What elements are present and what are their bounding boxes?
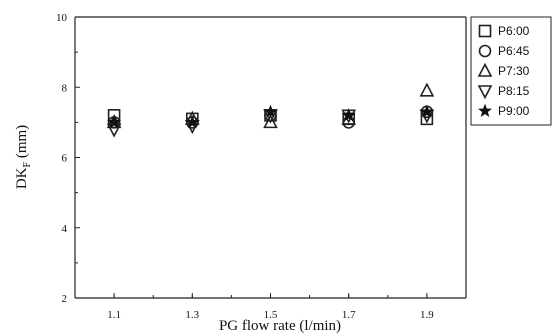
legend-label: P6:00 [498, 24, 530, 38]
data-point [263, 104, 278, 118]
y-tick-label: 8 [62, 82, 68, 94]
x-tick-label: 1.1 [107, 309, 121, 321]
data-point [107, 115, 122, 129]
data-point [419, 82, 435, 97]
legend-item: P6:00 [478, 24, 530, 38]
legend-marker [478, 24, 492, 38]
y-tick-label: 10 [56, 12, 68, 24]
plot-axes [74, 16, 467, 299]
y-axis-label-subscript: F [22, 161, 33, 167]
legend-item: P6:45 [478, 44, 530, 58]
x-axis-label: PG flow rate (l/min) [219, 318, 341, 334]
legend: P6:00 P6:45 P7:30 P8:15 P9:00 [470, 16, 552, 126]
legend-marker [477, 62, 493, 77]
data-points [106, 82, 435, 138]
x-tick-label: 1.7 [342, 309, 356, 321]
data-point [341, 108, 356, 122]
axis-ticks: 2 4 6 8 10 1.1 1.3 1.5 1.7 1.9 [56, 12, 467, 321]
legend-marker [477, 85, 493, 100]
y-axis-label: DKF (mm) [14, 125, 33, 189]
legend-item: P8:15 [477, 84, 530, 100]
legend-marker [478, 44, 492, 58]
y-tick-label: 4 [62, 223, 68, 235]
data-point [185, 115, 200, 129]
series-P9-00 [107, 104, 434, 129]
data-point [419, 104, 434, 118]
legend-label: P6:45 [498, 44, 530, 58]
y-tick-label: 6 [62, 153, 68, 165]
y-axis-label-main: DK [14, 167, 30, 189]
x-tick-label: 1.5 [264, 309, 278, 321]
legend-item: P9:00 [478, 103, 530, 118]
legend-label: P7:30 [498, 64, 530, 78]
legend-item: P7:30 [477, 62, 530, 78]
x-tick-label: 1.9 [420, 309, 434, 321]
data-point [106, 123, 122, 138]
legend-label: P8:15 [498, 84, 530, 98]
y-axis-label-unit: (mm) [14, 125, 30, 162]
data-point [263, 114, 278, 129]
x-tick-label: 1.3 [185, 309, 199, 321]
legend-marker [478, 103, 492, 117]
legend-label: P9:00 [498, 104, 530, 118]
y-tick-label: 2 [62, 293, 68, 305]
